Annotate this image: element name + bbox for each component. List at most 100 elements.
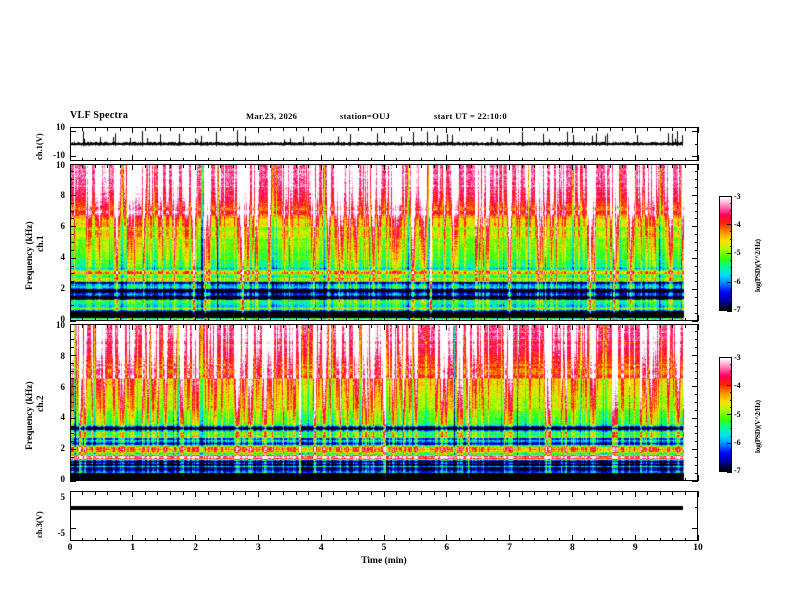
axis-tick bbox=[69, 315, 71, 321]
panel-ch1-spectrogram bbox=[70, 164, 698, 321]
axis-tick bbox=[396, 317, 398, 321]
axis-tick bbox=[694, 171, 698, 173]
ch2-freq-tick-0: 0 bbox=[60, 474, 66, 484]
axis-tick bbox=[169, 164, 171, 168]
axis-tick bbox=[692, 163, 698, 165]
ch1-volt-tick-10: 10 bbox=[56, 122, 65, 132]
axis-tick bbox=[245, 157, 247, 161]
axis-tick bbox=[659, 537, 661, 541]
figure-date: Mar.23, 2026 bbox=[246, 111, 298, 121]
axis-tick bbox=[647, 317, 649, 321]
axis-tick bbox=[220, 157, 222, 161]
axis-tick bbox=[70, 187, 74, 189]
axis-tick bbox=[421, 537, 423, 541]
axis-tick bbox=[694, 187, 698, 189]
axis-tick bbox=[694, 210, 698, 212]
axis-tick bbox=[408, 157, 410, 161]
axis-tick bbox=[692, 323, 698, 325]
colorbar-ch2-tick-neg7: -7 bbox=[734, 466, 741, 475]
axis-tick bbox=[597, 324, 599, 328]
axis-tick bbox=[597, 537, 599, 541]
axis-tick bbox=[692, 226, 698, 228]
axis-tick bbox=[182, 317, 184, 321]
axis-tick bbox=[169, 477, 171, 481]
axis-tick bbox=[94, 324, 96, 328]
ch2-freq-tick-6: 6 bbox=[60, 382, 66, 392]
axis-tick bbox=[308, 164, 310, 168]
axis-tick bbox=[70, 143, 74, 145]
axis-tick bbox=[295, 477, 297, 481]
axis-tick bbox=[370, 164, 372, 168]
axis-tick bbox=[169, 491, 171, 495]
x-tick-label-9: 9 bbox=[632, 543, 638, 553]
axis-tick bbox=[694, 281, 698, 283]
axis-tick bbox=[571, 164, 573, 170]
axis-tick bbox=[333, 537, 335, 541]
axis-tick bbox=[270, 127, 272, 131]
axis-tick bbox=[358, 157, 360, 161]
axis-tick bbox=[119, 477, 121, 481]
axis-tick bbox=[70, 378, 74, 380]
axis-tick bbox=[70, 155, 76, 157]
axis-tick bbox=[70, 362, 74, 364]
axis-tick bbox=[534, 477, 536, 481]
axis-tick bbox=[70, 480, 76, 482]
axis-tick bbox=[609, 491, 611, 495]
axis-tick bbox=[182, 164, 184, 168]
axis-tick bbox=[70, 354, 76, 356]
axis-tick bbox=[546, 164, 548, 168]
axis-tick bbox=[694, 441, 698, 443]
axis-tick bbox=[729, 399, 732, 401]
axis-tick bbox=[421, 317, 423, 321]
axis-tick bbox=[70, 472, 74, 474]
axis-tick bbox=[647, 127, 649, 131]
ch2-freq-axis-label-unit: Frequency (kHz) bbox=[25, 381, 35, 450]
axis-tick bbox=[132, 155, 134, 161]
axis-tick bbox=[69, 475, 71, 481]
axis-tick bbox=[320, 164, 322, 170]
ch3-volt-axis-label: ch.3(V) bbox=[34, 511, 44, 538]
axis-tick bbox=[694, 394, 698, 396]
axis-tick bbox=[308, 127, 310, 131]
axis-tick bbox=[571, 315, 573, 321]
axis-tick bbox=[308, 491, 310, 495]
axis-tick bbox=[157, 477, 159, 481]
axis-tick bbox=[571, 127, 573, 133]
axis-tick bbox=[295, 491, 297, 495]
axis-tick bbox=[694, 464, 698, 466]
axis-tick bbox=[345, 157, 347, 161]
axis-tick bbox=[345, 164, 347, 168]
axis-tick bbox=[383, 491, 385, 497]
axis-tick bbox=[345, 317, 347, 321]
ch1-freq-tick-8: 8 bbox=[60, 190, 66, 200]
axis-tick bbox=[333, 477, 335, 481]
axis-tick bbox=[408, 127, 410, 131]
axis-tick bbox=[559, 157, 561, 161]
ch2-freq-tick-8: 8 bbox=[60, 351, 66, 361]
axis-tick bbox=[727, 385, 732, 387]
axis-tick bbox=[69, 127, 71, 133]
axis-tick bbox=[94, 164, 96, 168]
axis-tick bbox=[195, 164, 197, 170]
axis-tick bbox=[546, 127, 548, 131]
axis-tick bbox=[70, 242, 74, 243]
axis-tick bbox=[270, 164, 272, 168]
axis-tick bbox=[692, 386, 698, 388]
axis-tick bbox=[727, 356, 732, 358]
axis-tick bbox=[358, 491, 360, 495]
axis-tick bbox=[358, 164, 360, 168]
axis-tick bbox=[694, 362, 698, 364]
axis-tick bbox=[471, 317, 473, 321]
x-tick-label-5: 5 bbox=[381, 543, 387, 553]
axis-tick bbox=[308, 324, 310, 328]
axis-tick bbox=[692, 480, 698, 482]
axis-tick bbox=[483, 127, 485, 131]
axis-tick bbox=[119, 317, 121, 321]
axis-tick bbox=[69, 164, 71, 170]
axis-tick bbox=[257, 324, 259, 330]
axis-tick bbox=[659, 157, 661, 161]
axis-tick bbox=[609, 537, 611, 541]
axis-tick bbox=[70, 234, 74, 236]
axis-tick bbox=[295, 537, 297, 541]
axis-tick bbox=[692, 155, 698, 157]
